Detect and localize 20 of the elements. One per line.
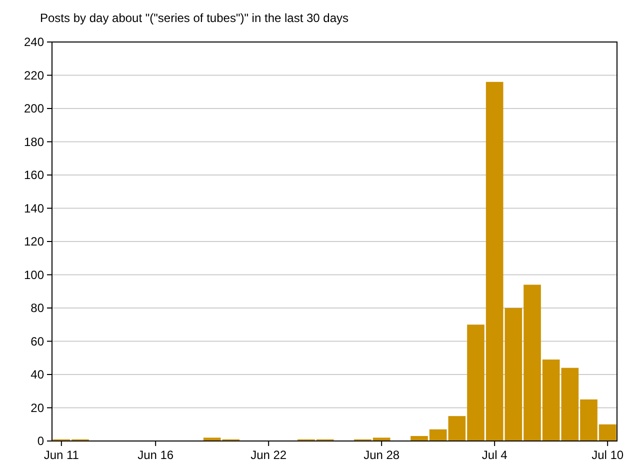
y-tick-label: 100: [24, 268, 44, 282]
y-tick-label: 220: [24, 68, 44, 82]
y-tick-label: 240: [24, 35, 44, 50]
y-tick-label: 0: [37, 434, 44, 448]
chart-title: Posts by day about "("series of tubes")" in the last 30 days: [40, 11, 349, 25]
x-tick-label: Jul 10: [592, 448, 624, 462]
y-tick-label: 140: [24, 201, 44, 216]
x-tick-label: Jun 22: [250, 448, 287, 462]
x-tick-label: Jun 28: [364, 448, 400, 462]
x-tick-label: Jun 11: [44, 448, 80, 462]
y-tick-label: 80: [30, 301, 44, 316]
x-tick-label: Jul 4: [482, 448, 508, 462]
x-tick-label: Jun 16: [138, 448, 174, 462]
y-tick-label: 40: [30, 368, 44, 382]
y-tick-label: 200: [24, 102, 44, 116]
y-tick-label: 120: [24, 234, 44, 249]
y-tick-label: 160: [24, 168, 44, 182]
y-tick-label: 180: [24, 134, 44, 149]
y-tick-label: 60: [30, 334, 44, 348]
y-tick-label: 20: [30, 400, 44, 415]
